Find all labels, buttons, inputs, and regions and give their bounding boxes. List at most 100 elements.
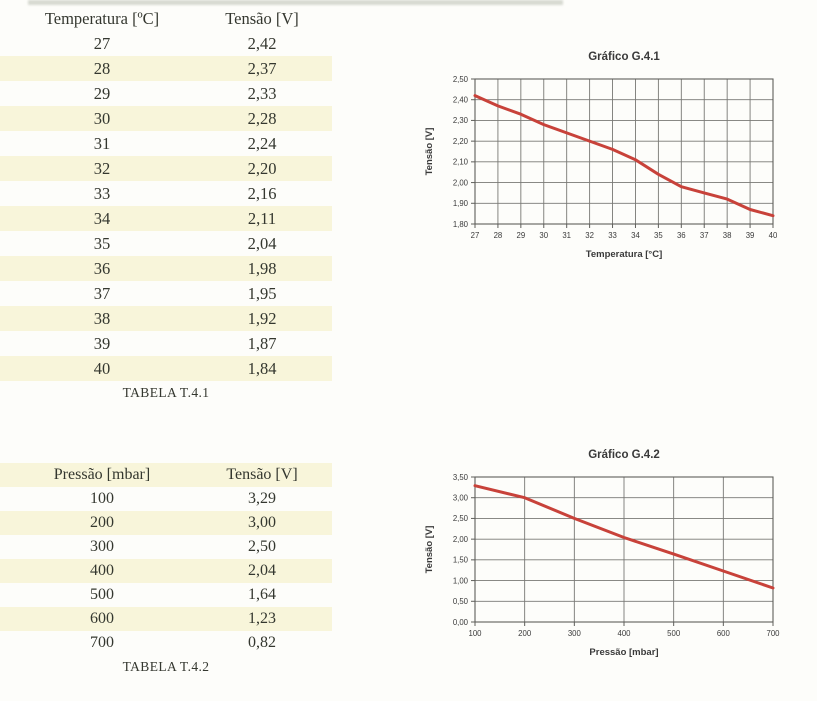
column-header-pressure: Pressão [mbar] <box>53 466 151 483</box>
y-tick-label: 2,10 <box>453 158 469 167</box>
column-header-voltage: Tensão [V] <box>225 8 299 28</box>
table-row: 700 0,82 <box>0 631 332 655</box>
table-row: 40 1,84 <box>0 356 332 381</box>
table-cell: 33 <box>93 183 111 203</box>
x-tick-label: 700 <box>766 629 780 638</box>
x-tick-label: 38 <box>723 231 732 240</box>
table-cell: 29 <box>93 83 111 103</box>
x-tick-label: 29 <box>517 231 526 240</box>
table-cell: 2,28 <box>247 108 277 128</box>
y-tick-label: 1,90 <box>453 199 469 208</box>
table-cell: 2,20 <box>247 158 277 178</box>
line-chart-svg: 1,80 1,90 2,00 2,10 2,20 2,30 2,40 2,50 27 28 29 30… <box>424 51 778 260</box>
x-tick-label: 36 <box>677 231 686 240</box>
table-cell: 2,37 <box>247 58 277 78</box>
y-tick-label: 2,30 <box>453 116 469 125</box>
table-cell: 32 <box>93 158 111 178</box>
x-tick-label: 31 <box>562 231 571 240</box>
y-tick-label: 0,00 <box>453 618 469 627</box>
table-cell: 2,33 <box>247 83 277 103</box>
temperature-chart: 1,80 1,90 2,00 2,10 2,20 2,30 2,40 2,50 27 28 29 30… <box>420 44 812 276</box>
y-tick-label: 3,50 <box>453 473 469 482</box>
table-cell: 700 <box>90 634 114 651</box>
table-cell: 2,04 <box>247 233 277 253</box>
table-cell: 40 <box>93 358 111 378</box>
table-cell: 34 <box>93 208 111 228</box>
y-tick-label: 0,50 <box>453 597 469 606</box>
table-cell: 1,64 <box>248 586 276 603</box>
y-axis-label: Tensão [V] <box>424 128 435 176</box>
x-tick-label: 40 <box>769 231 778 240</box>
x-tick-label: 39 <box>746 231 755 240</box>
table-cell: 1,92 <box>247 308 277 328</box>
table-cell: 2,42 <box>247 33 277 53</box>
y-tick-label: 2,20 <box>453 137 469 146</box>
table-cell: 27 <box>93 33 111 53</box>
table-cell: 3,00 <box>248 514 276 531</box>
table-row: 38 1,92 <box>0 306 332 331</box>
table-cell: 600 <box>90 610 114 627</box>
table-row: 200 3,00 <box>0 511 332 535</box>
table-row: 100 3,29 <box>0 487 332 511</box>
table-caption: TABELA T.4.1 <box>122 385 210 400</box>
x-tick-label: 33 <box>608 231 617 240</box>
y-tick-label: 2,00 <box>453 178 469 187</box>
scan-artifact <box>28 0 563 5</box>
table-row: 33 2,16 <box>0 181 332 206</box>
table-row: 39 1,87 <box>0 331 332 356</box>
y-axis-label: Tensão [V] <box>424 526 435 574</box>
y-tick-label: 2,00 <box>453 535 469 544</box>
x-axis-label: Temperatura [°C] <box>586 249 662 260</box>
table-row: 30 2,28 <box>0 106 332 131</box>
line-chart-svg: 0,00 0,50 1,00 1,50 2,00 2,50 3,00 3,50 100 200 30… <box>424 449 780 658</box>
table-row: 32 2,20 <box>0 156 332 181</box>
x-tick-label: 500 <box>667 629 681 638</box>
column-header-temperature: Temperatura [ºC] <box>44 8 160 28</box>
table-cell: 2,04 <box>248 562 276 579</box>
table-cell: 31 <box>93 133 111 153</box>
data-series-line <box>473 484 775 590</box>
table-row: 300 2,50 <box>0 535 332 559</box>
x-tick-label: 35 <box>654 231 663 240</box>
table-header-row: Temperatura [ºC] Tensão [V] <box>0 6 332 31</box>
x-tick-label: 37 <box>700 231 709 240</box>
x-axis-label: Pressão [mbar] <box>589 647 658 658</box>
table-cell: 500 <box>90 586 114 603</box>
table-row: 31 2,24 <box>0 131 332 156</box>
table-row: 36 1,98 <box>0 256 332 281</box>
x-tick-label: 100 <box>468 629 482 638</box>
table-cell: 30 <box>93 108 111 128</box>
table-cell: 38 <box>93 308 111 328</box>
pressure-chart: 0,00 0,50 1,00 1,50 2,00 2,50 3,00 3,50 100 200 30… <box>420 442 812 680</box>
table-cell: 1,87 <box>247 333 277 353</box>
y-tick-label: 1,50 <box>453 556 469 565</box>
data-series-line <box>473 94 775 218</box>
x-tick-label: 200 <box>518 629 532 638</box>
table-cell: 2,11 <box>247 208 277 228</box>
table-header-row: Pressão [mbar] Tensão [V] <box>0 463 332 487</box>
table-row: 28 2,37 <box>0 56 332 81</box>
y-tick-label: 2,50 <box>453 75 469 84</box>
pressure-table: Pressão [mbar] Tensão [V] 100 3,29 200 3,00… <box>0 463 332 675</box>
table-row: 400 2,04 <box>0 559 332 583</box>
table-cell: 36 <box>93 258 111 278</box>
x-tick-label: 300 <box>568 629 582 638</box>
table-row: 35 2,04 <box>0 231 332 256</box>
table-body: 27 2,42 28 2,37 29 2,33 30 2,28 31 2,24 32 2,20 33 2,… <box>0 31 332 381</box>
table-cell: 2,50 <box>248 538 276 555</box>
x-tick-label: 600 <box>717 629 731 638</box>
column-header-voltage: Tensão [V] <box>226 466 298 483</box>
table-cell: 2,24 <box>247 133 277 153</box>
table-row: 29 2,33 <box>0 81 332 106</box>
table-row: 500 1,64 <box>0 583 332 607</box>
y-tick-label: 2,50 <box>453 514 469 523</box>
table-row: 37 1,95 <box>0 281 332 306</box>
table-cell: 3,29 <box>248 490 276 507</box>
x-tick-label: 30 <box>539 231 548 240</box>
y-tick-label: 3,00 <box>453 494 469 503</box>
table-cell: 28 <box>93 58 111 78</box>
plot-border <box>474 78 774 225</box>
table-cell: 2,16 <box>247 183 277 203</box>
table-cell: 35 <box>93 233 111 253</box>
